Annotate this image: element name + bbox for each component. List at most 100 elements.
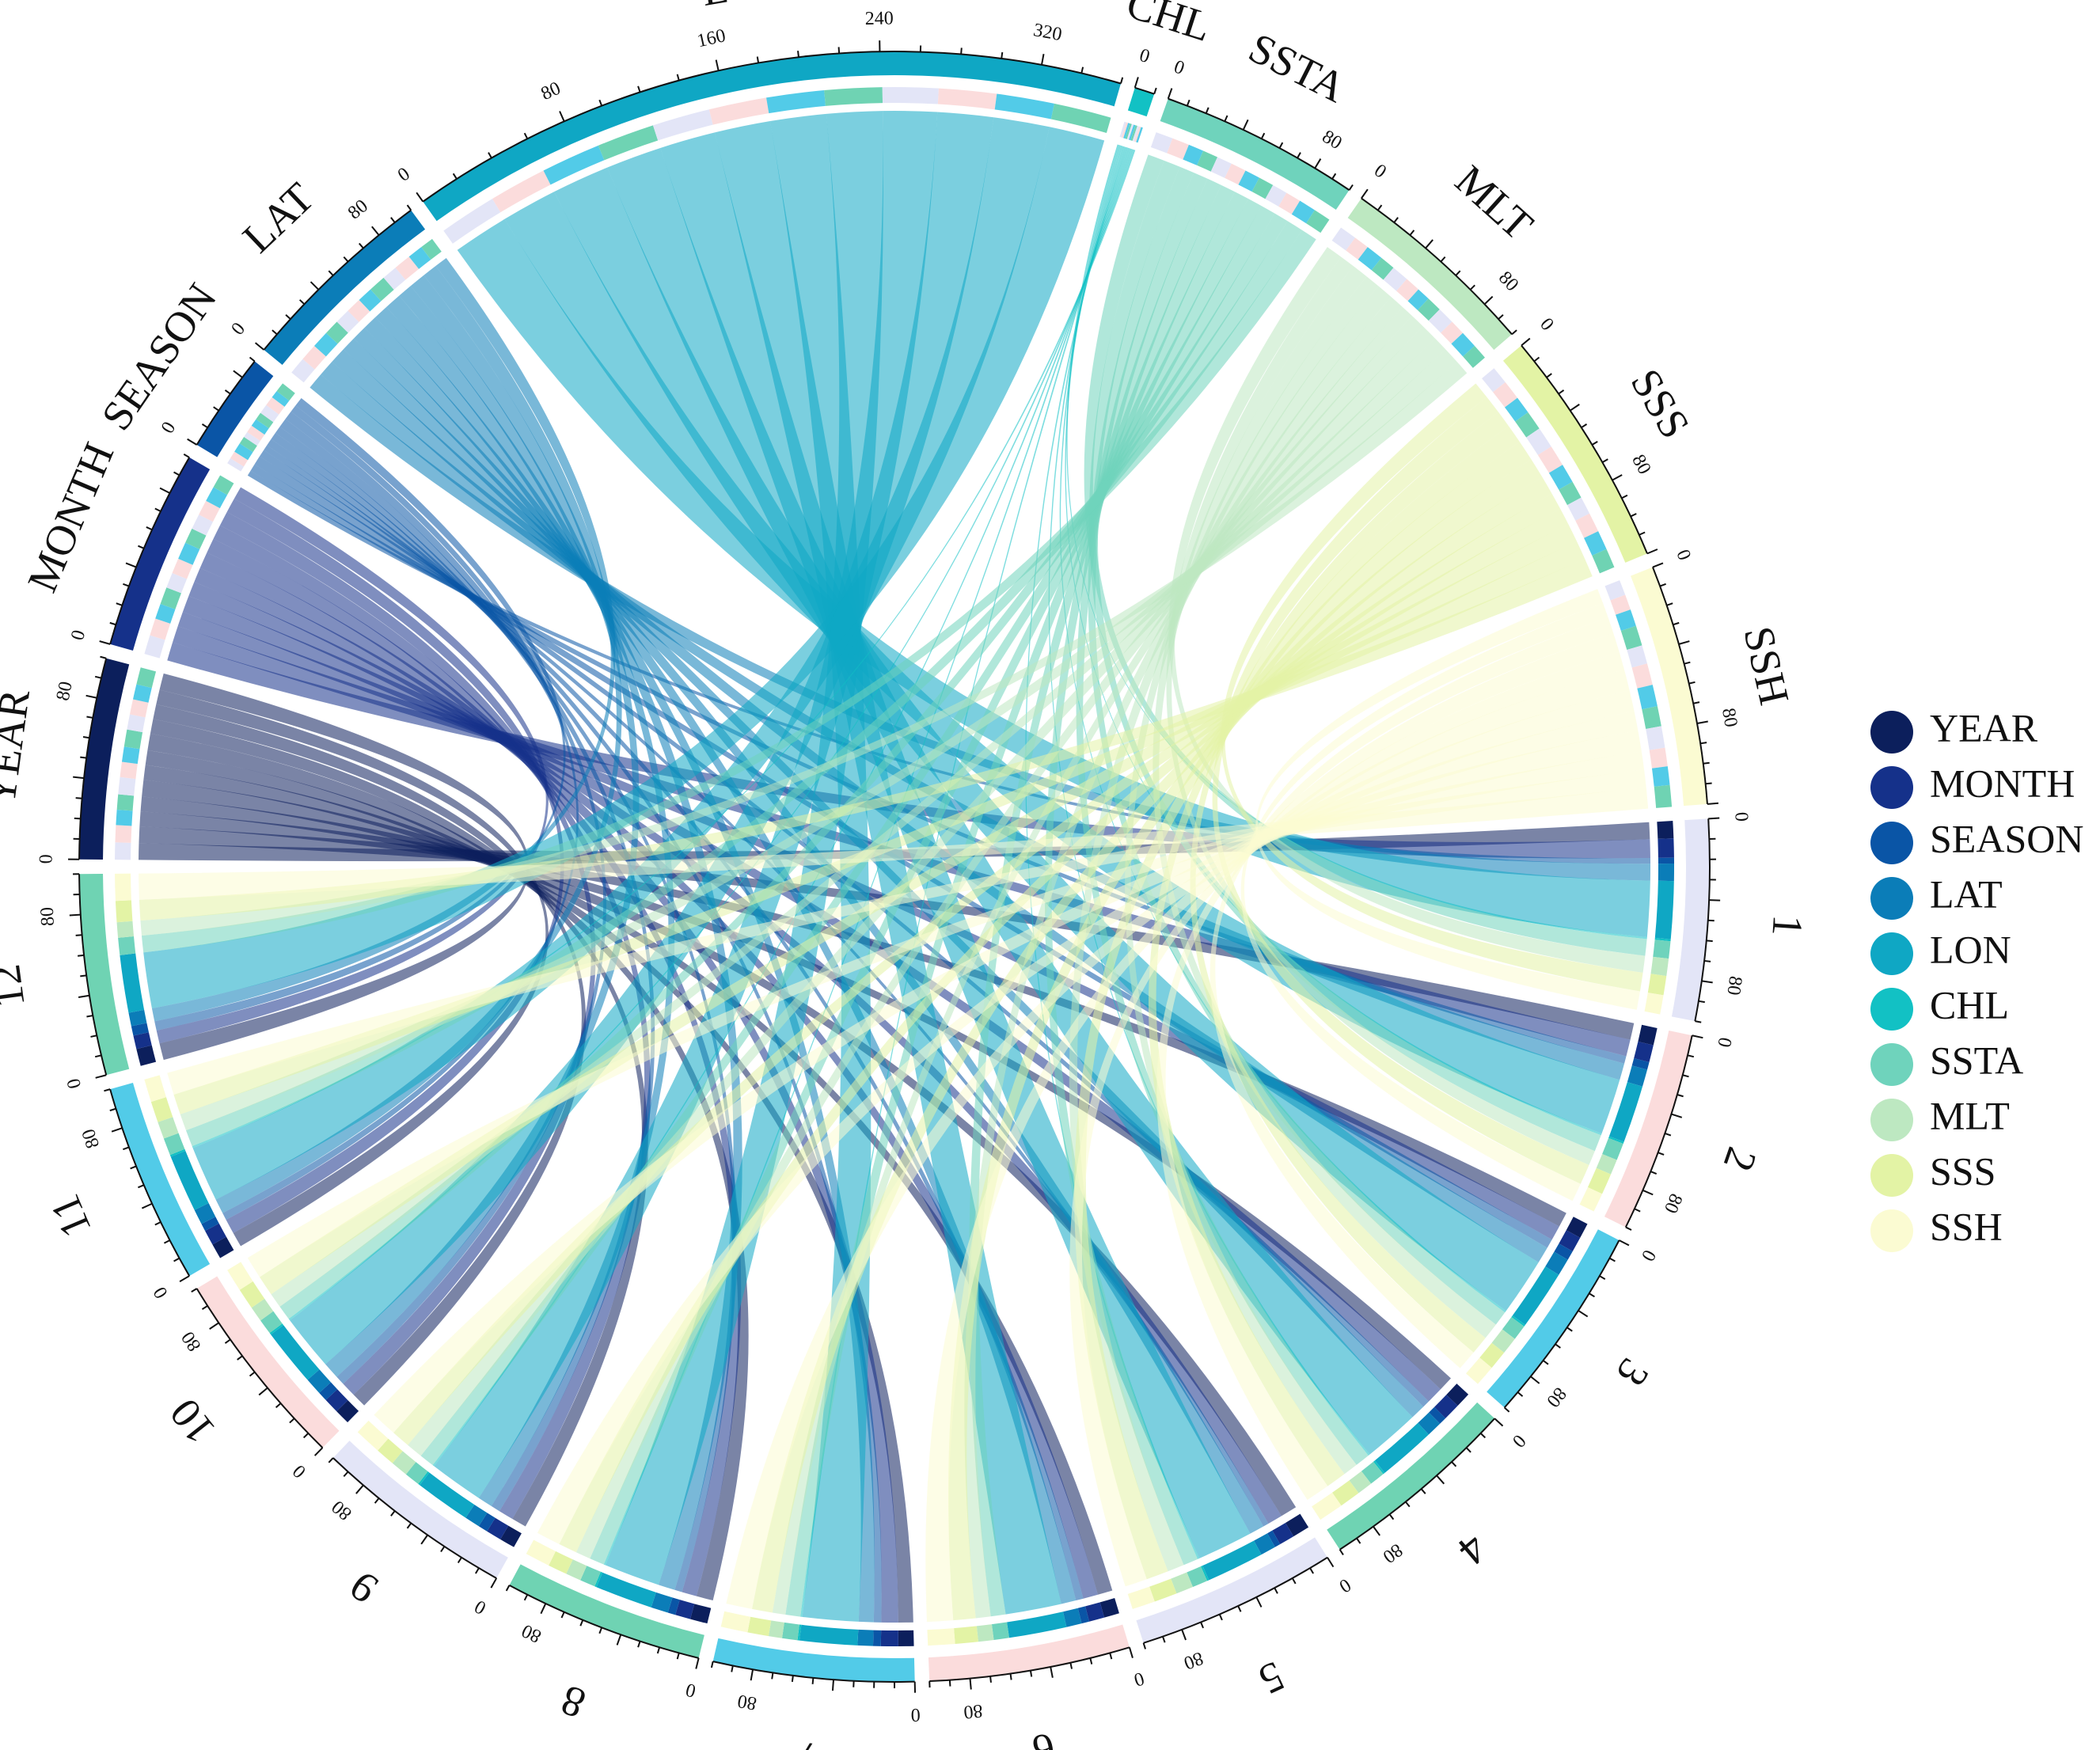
track-segment-mlt-4 — [1371, 257, 1394, 280]
track-segment-month-5-ssta — [1187, 1566, 1208, 1588]
tick-mark-12 — [86, 1015, 93, 1018]
tick-mark-4 — [1356, 1537, 1361, 1544]
track-segment-sss-6 — [1537, 446, 1563, 473]
sector-sss — [1502, 345, 1647, 563]
tick-mark-lat — [254, 342, 265, 351]
tick-label-mlt-0: 0 — [1370, 161, 1390, 183]
track-segment-month-4-lon — [1374, 1422, 1429, 1473]
track-segment-month-8-sss — [549, 1551, 573, 1574]
tick-mark-11 — [141, 1202, 153, 1209]
track-segment-month-4-chl — [1373, 1460, 1385, 1475]
legend-label-lon: LON — [1930, 927, 2011, 971]
chord-ssta-to-month-8 — [590, 199, 1262, 1565]
tick-mark-lon — [452, 173, 458, 180]
tick-mark-mlt — [1511, 329, 1517, 336]
track-segment-month-8-chl — [594, 1571, 603, 1588]
axis-line-chl — [1134, 86, 1155, 95]
track-segment-mlt-5 — [1383, 268, 1407, 291]
track-segment-month-10-sss — [239, 1281, 265, 1308]
track-segment-season-4 — [239, 437, 257, 453]
tick-mark-5 — [1181, 1629, 1187, 1641]
sector-10 — [196, 1276, 340, 1448]
track-segment-month-9-ssta — [405, 1462, 428, 1484]
track-segment-month-2-ssh — [1579, 1186, 1603, 1212]
track-segment-ssta-5 — [1210, 157, 1232, 178]
track-segment-lon-8 — [824, 87, 883, 106]
track-segment-month-10 — [199, 500, 220, 522]
track-segment-month-4-lat — [1418, 1412, 1441, 1435]
chord-sss-to-month-11 — [173, 541, 1585, 1114]
tick-mark-season — [201, 423, 208, 429]
axis-line-11 — [109, 1088, 191, 1277]
axis-line-2 — [1624, 1035, 1693, 1228]
chord-sss-to-month-3 — [1190, 412, 1509, 1353]
axis-line-mlt — [1361, 197, 1513, 336]
tick-mark-season — [187, 438, 198, 446]
tick-mark-2 — [1687, 1054, 1695, 1058]
track-segment-month-11-sss — [150, 1097, 173, 1122]
track-segment-lat-6 — [347, 299, 370, 322]
tick-mark-2 — [1664, 1133, 1672, 1137]
track-segment-month-9-chl — [418, 1471, 430, 1486]
tick-mark-3 — [1599, 1275, 1606, 1280]
tick-mark-5 — [1309, 1567, 1314, 1574]
tick-mark-2 — [1671, 1113, 1683, 1118]
chord-month-to-month-11 — [226, 499, 564, 1233]
track-segment-month-7-sss — [747, 1616, 772, 1637]
track-segment-month-9-ssh — [357, 1420, 389, 1451]
sector-9 — [332, 1441, 508, 1578]
tick-label-lon-0: 0 — [394, 164, 414, 186]
track-segment-lat-2 — [302, 346, 326, 370]
tick-mark-11 — [173, 1257, 180, 1262]
legend-label-lat: LAT — [1930, 871, 2003, 916]
track-segment-month-3-chl — [1511, 1315, 1525, 1327]
axis-line-month — [109, 457, 191, 645]
track-segment-month-5-lat — [1254, 1533, 1275, 1555]
chord-season-to-month-10 — [285, 411, 607, 1384]
tick-mark-ssh — [1678, 640, 1690, 645]
tick-mark-3 — [1566, 1327, 1573, 1332]
sector-lat — [264, 210, 426, 366]
chord-ssh-to-month-11 — [167, 769, 1646, 1095]
tick-mark-sss — [1546, 373, 1552, 378]
track-segment-year-9 — [127, 714, 146, 733]
tick-mark-3 — [1530, 1376, 1540, 1384]
track-segment-month-12 — [213, 475, 234, 495]
tick-mark-3 — [1517, 1391, 1524, 1397]
track-segment-chl-2 — [1121, 122, 1129, 139]
tick-mark-sss — [1558, 389, 1565, 395]
tick-label-6-0: 0 — [1131, 1668, 1146, 1690]
track-segment-month-4 — [160, 587, 182, 609]
track-segment-season-10 — [266, 397, 285, 415]
tick-mark-10 — [201, 1304, 208, 1310]
track-segment-lat-5 — [336, 310, 359, 333]
track-segment-month-3-season — [1554, 1243, 1573, 1260]
track-segment-lon-9 — [882, 87, 939, 104]
tick-mark-year — [100, 655, 107, 659]
axis-line-lon — [422, 51, 1122, 203]
track-segment-ssh-5 — [1627, 645, 1647, 668]
track-segment-month-12-year — [136, 1045, 157, 1066]
tick-mark-ssh — [1673, 621, 1680, 626]
tick-mark-4 — [1420, 1488, 1426, 1494]
tick-mark-2 — [1650, 1171, 1658, 1175]
track-segment-month-3-month — [1559, 1230, 1581, 1251]
track-segment-chl-5 — [1126, 123, 1134, 140]
track-segment-mlt-2 — [1346, 237, 1368, 260]
tick-mark-7 — [771, 1672, 774, 1680]
track-segment-month-9-lat — [465, 1504, 488, 1527]
tick-mark-11 — [111, 1127, 123, 1133]
tick-mark-8 — [656, 1646, 661, 1654]
tick-mark-mlt — [1393, 217, 1399, 223]
sector-label-11: 11 — [40, 1188, 101, 1244]
track-segment-month-6-ssta — [991, 1622, 1009, 1640]
track-segment-sss-2 — [1493, 382, 1517, 408]
tick-mark-sss — [1601, 458, 1608, 464]
track-segment-month-7-ssta — [781, 1622, 799, 1641]
tick-mark-11 — [130, 1165, 137, 1170]
axis-line-12 — [78, 874, 108, 1076]
tick-mark-3 — [1503, 1406, 1510, 1413]
tick-mark-lon — [416, 192, 424, 203]
tick-mark-ssh — [1659, 583, 1666, 587]
track-segment-month-11-month — [205, 1223, 226, 1245]
